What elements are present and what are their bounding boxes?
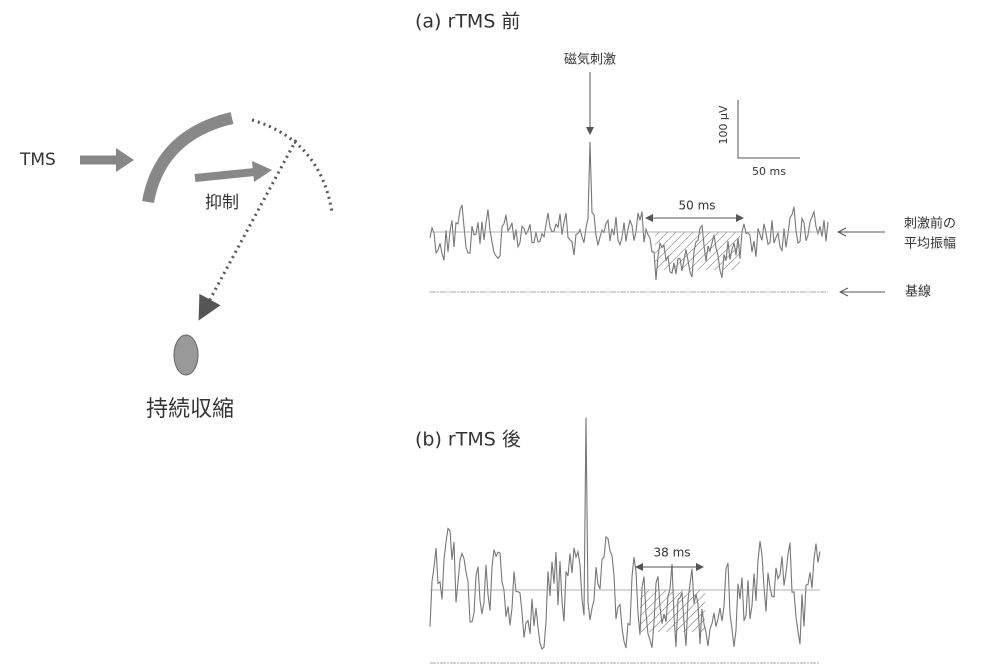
figure: TMS 抑制 持続収縮 (a) rTMS 前 磁気刺激 100 μV 50 ms… [0, 0, 981, 667]
dotted-arrow [200, 140, 296, 318]
emg-trace [430, 418, 820, 650]
inhibit-arrowhead [252, 161, 272, 182]
mean-label: 刺激前の [904, 216, 956, 232]
stimulus-label: TMS [19, 150, 56, 170]
trace-a [430, 142, 828, 280]
panel-b-title: (b) rTMS 後 [415, 429, 521, 451]
target-label: 持続収縮 [146, 397, 234, 422]
duration-label: 38 ms [653, 546, 690, 560]
emg-trace [430, 142, 828, 280]
scale-x-label: 50 ms [752, 165, 786, 178]
muscle [174, 335, 198, 375]
scale-y-label: 100 μV [717, 105, 730, 144]
inhibition-label: 抑制 [205, 193, 239, 213]
trace-b [430, 418, 820, 650]
duration-label: 50 ms [678, 199, 715, 213]
tms-arrowhead [116, 148, 134, 172]
inhibit-arrow [195, 172, 255, 178]
baseline-label: 基線 [905, 284, 931, 300]
scale-bar [738, 100, 800, 158]
page: TMS 抑制 持続収縮 (a) rTMS 前 磁気刺激 100 μV 50 ms… [0, 0, 981, 667]
stimulus-label: 磁気刺激 [564, 52, 616, 68]
cortex-arc [148, 118, 232, 202]
mean-label: 平均振幅 [904, 237, 956, 252]
panel-a-title: (a) rTMS 前 [415, 11, 520, 33]
